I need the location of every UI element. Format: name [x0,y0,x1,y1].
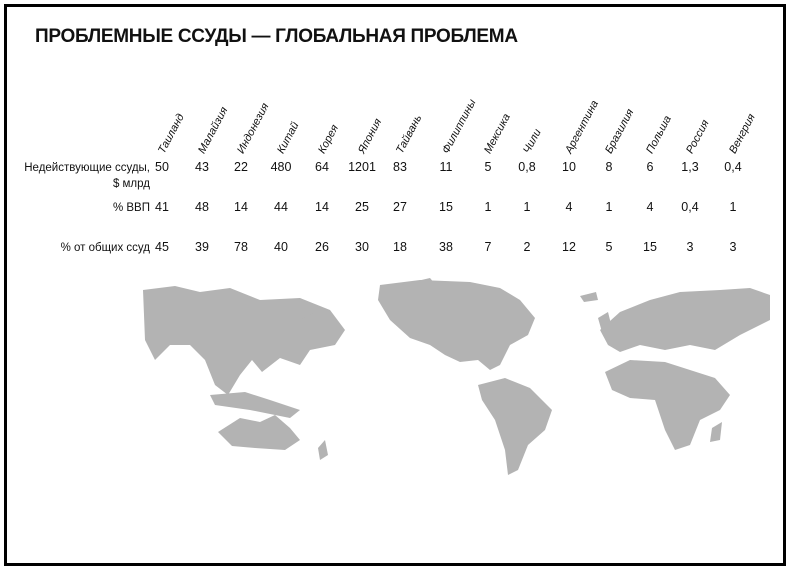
table-cell: 0,4 [681,200,699,214]
table-cell: 11 [439,160,453,174]
table-cell: 45 [155,240,169,254]
row-label-npl-line1: Недействующие ссуды, [24,162,150,174]
africa-landmass [605,360,730,450]
table-cell: 26 [315,240,329,254]
page-title: ПРОБЛЕМНЫЕ ССУДЫ — ГЛОБАЛЬНАЯ ПРОБЛЕМА [35,26,518,47]
madagascar-island [710,422,722,442]
slide-frame [4,4,786,566]
table-cell: 40 [274,240,288,254]
table-cell: 27 [393,200,407,214]
table-cell: 1 [523,200,531,214]
table-cell: 48 [195,200,209,214]
table-cell: 8 [605,160,613,174]
greenland-island [400,278,440,300]
table-cell: 5 [484,160,492,174]
table-cell: 5 [605,240,613,254]
table-cell: 1 [484,200,492,214]
table-cell: 39 [195,240,209,254]
row-label-total-loans: % от общих ссуд [60,242,150,254]
table-cell: 1201 [348,160,376,174]
table-cell: 18 [393,240,407,254]
table-cell: 6 [646,160,654,174]
table-cell: 83 [393,160,407,174]
table-cell: 480 [270,160,292,174]
table-cell: 14 [315,200,329,214]
table-cell: 10 [562,160,576,174]
table-cell: 1 [605,200,613,214]
indonesia-islands [210,392,300,418]
row-label-npl-line2: $ млрд [112,178,150,190]
table-cell: 50 [155,160,169,174]
asia-landmass [143,286,345,395]
table-cell: 78 [234,240,248,254]
japan-island [300,312,320,345]
table-cell: 7 [484,240,492,254]
table-cell: 1,3 [681,160,699,174]
table-cell: 4 [646,200,654,214]
table-cell: 14 [234,200,248,214]
table-cell: 0,8 [518,160,536,174]
table-cell: 30 [355,240,369,254]
south-america-landmass [478,378,552,475]
table-cell: 41 [155,200,169,214]
table-cell: 0,4 [724,160,742,174]
row-label-gdp: % ВВП [112,202,150,214]
row-label-npl: Недействующие ссуды, $ млрд [24,160,150,192]
north-america-landmass [378,280,535,370]
table-cell: 25 [355,200,369,214]
table-cell: 44 [274,200,288,214]
table-cell: 2 [523,240,531,254]
table-cell: 15 [643,240,657,254]
table-cell: 3 [729,240,737,254]
table-cell: 15 [439,200,453,214]
table-cell: 3 [686,240,694,254]
table-cell: 1 [729,200,737,214]
iceland-island [580,292,598,302]
britain-island [598,312,612,332]
australia-landmass [218,415,300,450]
table-cell: 64 [315,160,329,174]
table-cell: 43 [195,160,209,174]
table-cell: 38 [439,240,453,254]
table-cell: 4 [565,200,573,214]
new-zealand-island [318,440,328,460]
table-cell: 22 [234,160,248,174]
europe-landmass [600,288,770,352]
table-cell: 12 [562,240,576,254]
